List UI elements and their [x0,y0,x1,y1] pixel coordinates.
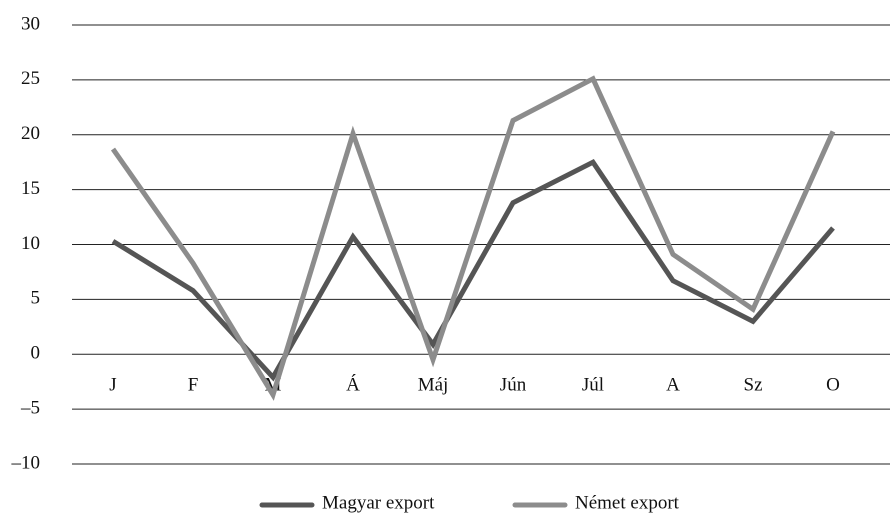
x-tick-label: F [188,375,199,396]
y-tick-label: 0 [31,343,41,364]
legend-label: Magyar export [322,492,435,513]
x-tick-label: Máj [418,375,449,396]
y-tick-label: 15 [21,178,40,199]
x-tick-label: Jún [500,375,527,396]
x-tick-label: A [666,375,680,396]
series-line [111,158,835,382]
y-tick-label: 10 [21,233,40,254]
x-tick-label: J [109,375,116,396]
y-tick-label: 5 [31,288,41,309]
x-tick-label: O [826,375,840,396]
y-tick-label: 20 [21,123,40,144]
x-tick-label: Sz [744,375,763,396]
legend-label: Német export [575,492,680,513]
y-tick-label: –5 [20,397,40,418]
y-tick-label: 30 [21,13,40,34]
x-tick-label: Júl [582,375,604,396]
y-tick-label: 25 [21,68,40,89]
series-line [110,75,836,401]
x-tick-label: Á [346,374,360,396]
y-tick-label: –10 [11,452,41,473]
